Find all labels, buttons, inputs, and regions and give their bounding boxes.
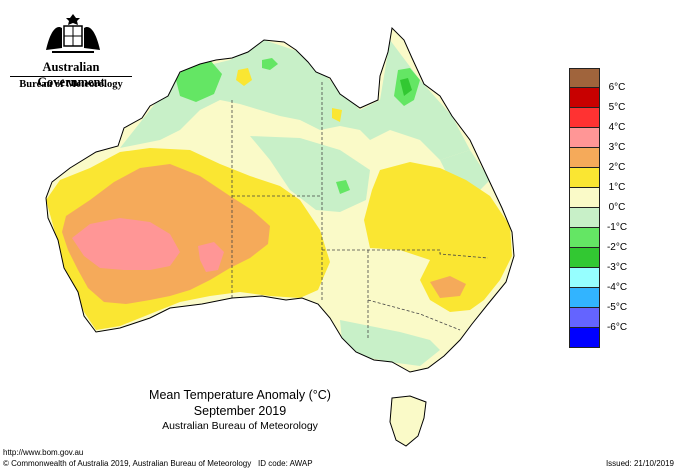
map-title-block: Mean Temperature Anomaly (°C) September … — [110, 387, 370, 433]
legend-label: -5°C — [606, 302, 628, 313]
legend-label: 5°C — [608, 102, 626, 113]
coat-of-arms-icon — [46, 14, 100, 53]
legend-colorbar — [569, 68, 600, 348]
bureau-name: Bureau of Meteorology — [19, 79, 123, 90]
legend-label: -6°C — [606, 322, 628, 333]
legend-swatch — [569, 188, 600, 208]
legend-swatch — [569, 208, 600, 228]
legend-swatch — [569, 308, 600, 328]
id-code: ID code: AWAP — [258, 459, 313, 468]
legend-swatch — [569, 88, 600, 108]
legend-label: -1°C — [606, 222, 628, 233]
bom-url[interactable]: http://www.bom.gov.au — [3, 448, 84, 457]
legend-label: 1°C — [608, 182, 626, 193]
header-divider — [10, 76, 132, 77]
legend-swatch — [569, 108, 600, 128]
issued-date: Issued: 21/10/2019 — [605, 459, 674, 468]
legend-label: -2°C — [606, 242, 628, 253]
copyright-text: © Commonwealth of Australia 2019, Austra… — [3, 459, 252, 468]
legend-label: 6°C — [608, 82, 626, 93]
legend-swatch — [569, 328, 600, 348]
legend-label: 3°C — [608, 142, 626, 153]
legend-label: -4°C — [606, 282, 628, 293]
legend-label: 4°C — [608, 122, 626, 133]
legend-swatch — [569, 168, 600, 188]
legend-label: -3°C — [606, 262, 628, 273]
australia-outline — [45, 26, 515, 373]
legend-swatch — [569, 148, 600, 168]
legend-swatch — [569, 128, 600, 148]
legend-swatch — [569, 68, 600, 88]
map-period: September 2019 — [193, 404, 287, 418]
legend-label: 2°C — [608, 162, 626, 173]
tasmania — [389, 395, 427, 447]
footer: © Commonwealth of Australia 2019, Austra… — [0, 459, 680, 468]
legend-swatch — [569, 288, 600, 308]
legend-swatch — [569, 228, 600, 248]
government-name: Australian Government — [37, 60, 105, 89]
legend-label: 0°C — [608, 202, 626, 213]
map-source: Australian Bureau of Meteorology — [162, 420, 318, 432]
map-title: Mean Temperature Anomaly (°C) — [149, 388, 331, 402]
legend-swatch — [569, 268, 600, 288]
legend-swatch — [569, 248, 600, 268]
